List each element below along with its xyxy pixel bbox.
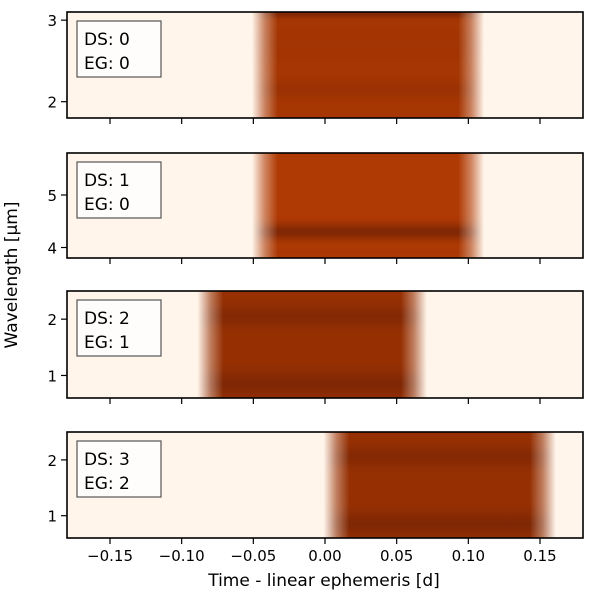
annotation-ds: DS: 1 (84, 171, 130, 191)
y-tick-label: 1 (47, 367, 57, 385)
annotation-ds: DS: 0 (84, 30, 130, 50)
annotation-box (76, 299, 162, 357)
annotation-box (76, 20, 162, 78)
annotation-box (76, 440, 162, 498)
x-tick-label: −0.05 (230, 547, 276, 565)
transit-band (323, 432, 556, 538)
y-tick-label: 5 (47, 187, 57, 205)
panel-1: 4 5 DS: 1 EG: 0 (47, 152, 584, 264)
y-tick-label: 2 (47, 311, 57, 329)
annotation-eg: EG: 0 (84, 54, 130, 74)
annotation-eg: EG: 0 (84, 195, 130, 215)
x-tick-label: 0.05 (380, 547, 413, 565)
annotation-eg: EG: 2 (84, 474, 130, 494)
x-tick-label: 0.00 (308, 547, 341, 565)
panel-2: 1 2 DS: 2 EG: 1 (47, 290, 584, 404)
y-tick-label: 2 (47, 452, 57, 470)
y-axis-label: Wavelength [μm] (2, 202, 22, 349)
panel-0: 2 3 DS: 0 EG: 0 (47, 11, 584, 124)
panel-3: 1 2 −0.15 −0.10 −0.05 0.00 0.05 0.10 0.15 DS: 3 EG… (47, 431, 584, 565)
transit-band (197, 291, 427, 398)
x-tick-label: −0.10 (159, 547, 205, 565)
x-tick-label: 0.15 (523, 547, 556, 565)
x-tick-label: −0.15 (87, 547, 133, 565)
annotation-ds: DS: 2 (84, 309, 130, 329)
transit-band (251, 153, 485, 258)
y-tick-label: 4 (47, 240, 57, 258)
y-tick-label: 2 (47, 94, 57, 112)
x-tick-label: 0.10 (452, 547, 485, 565)
annotation-eg: EG: 1 (84, 333, 130, 353)
x-axis-label: Time - linear ephemeris [d] (207, 571, 440, 591)
panels-layer: 2 3 DS: 0 EG: 0 4 5 DS: 1 EG: 0 1 2 DS: 2 EG: 1 1 2 −0… (47, 11, 584, 565)
annotation-box (76, 161, 162, 219)
y-tick-label: 1 (47, 508, 57, 526)
annotation-ds: DS: 3 (84, 450, 130, 470)
y-tick-label: 3 (47, 12, 57, 30)
transit-band (251, 12, 485, 118)
